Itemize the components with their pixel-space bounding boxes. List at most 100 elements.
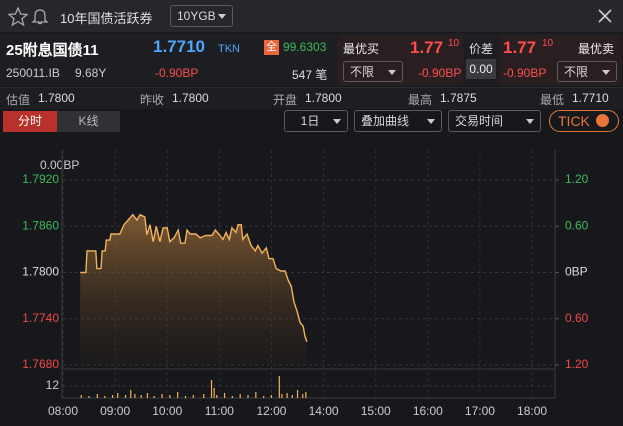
code-select[interactable]: 10YGB bbox=[170, 5, 233, 27]
volume-bar bbox=[231, 396, 233, 398]
volume-bar bbox=[305, 392, 307, 398]
change: -0.90BP bbox=[155, 66, 199, 80]
volume-bar bbox=[270, 395, 273, 398]
ask-panel bbox=[499, 35, 621, 85]
tenor: 9.68Y bbox=[75, 66, 107, 80]
stat-label: 昨收 bbox=[140, 93, 165, 107]
volume-bar bbox=[213, 388, 215, 398]
volume-bar bbox=[239, 394, 241, 398]
net-price: 99.6303 bbox=[283, 40, 327, 54]
icons bbox=[8, 7, 49, 27]
x-tick-label: 10:00 bbox=[152, 404, 182, 418]
stats-bar bbox=[0, 87, 623, 109]
volume-bar bbox=[80, 395, 82, 398]
volume-bar bbox=[216, 395, 218, 398]
toggle-knob[interactable] bbox=[596, 114, 609, 127]
y-tick-label: 1.7680 bbox=[22, 357, 59, 371]
x-tick-label: 17:00 bbox=[465, 404, 495, 418]
stat-value: 1.7800 bbox=[38, 91, 75, 105]
y-tick-label: 1.7800 bbox=[22, 265, 59, 279]
volume-bar bbox=[130, 390, 132, 398]
stat-label: 开盘 bbox=[273, 93, 298, 107]
volume-bar bbox=[140, 395, 142, 398]
volume-bar bbox=[153, 396, 155, 398]
volume-bar bbox=[104, 396, 106, 398]
x-tick-label: 15:00 bbox=[361, 404, 391, 418]
x-tick-label: 14:00 bbox=[309, 404, 339, 418]
stat-value: 1.7800 bbox=[172, 91, 209, 105]
y2-tick-label: 1.20 bbox=[565, 172, 589, 186]
bid-price: 1.77 bbox=[410, 38, 444, 57]
volume-bar bbox=[111, 395, 114, 398]
volume-bar bbox=[263, 396, 265, 398]
stat-value: 1.7710 bbox=[572, 91, 609, 105]
x-tick-label: 18:00 bbox=[517, 404, 547, 418]
volume-bar bbox=[177, 392, 179, 398]
x-tick-label: 09:00 bbox=[100, 404, 130, 418]
ask-label: 最优卖 bbox=[578, 42, 615, 56]
stat-value: 1.7800 bbox=[305, 91, 342, 105]
bond-name: 25附息国债11 bbox=[6, 42, 99, 59]
bid-filter[interactable]: 不限 bbox=[343, 61, 403, 82]
period-select[interactable]: 1日 bbox=[284, 110, 348, 132]
stat-value: 1.7875 bbox=[440, 91, 477, 105]
x-tick-label: 12:00 bbox=[256, 404, 286, 418]
volume-bar bbox=[296, 390, 299, 398]
volume-bar bbox=[124, 395, 127, 398]
volume-bar bbox=[286, 393, 288, 398]
volume-bar bbox=[192, 395, 194, 398]
star-icon[interactable] bbox=[8, 7, 29, 27]
bell-icon[interactable] bbox=[31, 9, 49, 25]
bid-label: 最优买 bbox=[343, 42, 380, 56]
volume-bar bbox=[88, 396, 90, 398]
header-title: 10年国债活跃券 bbox=[60, 11, 153, 26]
tab-active[interactable]: 分时 bbox=[3, 111, 57, 132]
session-select[interactable]: 交易时间 bbox=[448, 110, 541, 132]
ask-price: 1.77 bbox=[503, 38, 537, 57]
volume-bar bbox=[291, 395, 293, 398]
last-price: 1.7710 bbox=[153, 37, 205, 56]
tick-toggle[interactable]: TICK bbox=[549, 110, 619, 132]
volume-bar bbox=[247, 395, 249, 398]
y-tick-label: 1.7920 bbox=[22, 172, 59, 186]
y2-tick-label: 0.60 bbox=[565, 311, 589, 325]
price-area bbox=[80, 214, 307, 365]
stat-label: 最低 bbox=[540, 93, 565, 107]
tab[interactable]: K线 bbox=[57, 111, 120, 132]
volume-bar bbox=[117, 393, 119, 398]
bid-change: -0.90BP bbox=[418, 66, 462, 80]
volume-bar bbox=[184, 396, 187, 398]
y2-tick-label: 1.20 bbox=[565, 357, 589, 371]
volume-bar bbox=[255, 392, 257, 398]
price-line bbox=[80, 213, 308, 343]
volume-bar bbox=[203, 394, 205, 398]
volume-bar bbox=[169, 395, 171, 398]
volume-bar bbox=[134, 394, 136, 398]
volume-bar bbox=[161, 394, 163, 398]
close-icon[interactable] bbox=[598, 9, 612, 23]
volume-bar bbox=[302, 394, 304, 398]
volume-bar bbox=[146, 393, 149, 398]
spread-value: 0.00 bbox=[466, 59, 496, 79]
x-tick-label: 08:00 bbox=[48, 404, 78, 418]
overlay-select[interactable]: 叠加曲线 bbox=[354, 110, 442, 132]
spread-label: 价差 bbox=[469, 42, 494, 56]
y2-tick-label: 0BP bbox=[565, 265, 588, 279]
volume-bar bbox=[223, 393, 226, 398]
y2-tick-label: 0.60 bbox=[565, 218, 589, 232]
bid-sup: 10 bbox=[448, 38, 460, 49]
bid-panel bbox=[338, 35, 463, 85]
stat-label: 估值 bbox=[6, 93, 31, 107]
volume-bar bbox=[281, 394, 283, 398]
cursor-label: 0.00BP bbox=[40, 158, 79, 172]
price-tag: TKN bbox=[218, 43, 240, 55]
trades: 547 笔 bbox=[292, 68, 328, 82]
volume-tick-label: 12 bbox=[46, 378, 60, 392]
y-tick-label: 1.7740 bbox=[22, 311, 59, 325]
ask-sup: 10 bbox=[542, 38, 554, 49]
bond-code: 250011.IB bbox=[6, 66, 60, 80]
ask-filter[interactable]: 不限 bbox=[557, 61, 617, 82]
x-tick-label: 16:00 bbox=[413, 404, 443, 418]
